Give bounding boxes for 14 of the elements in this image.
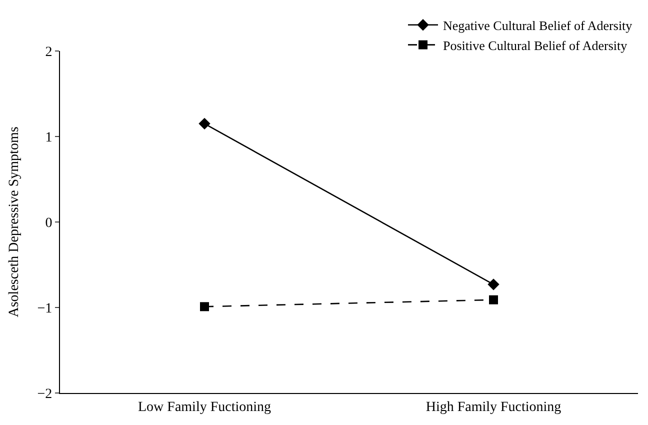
y-tick-label: 2 [45,44,52,60]
point [488,278,500,290]
y-axis-title: Asolesceth Depressive Symptoms [6,126,22,318]
y-tick-label: 1 [45,130,52,146]
point [489,295,498,304]
point [200,302,209,312]
legend-label: Negative Cultural Belief of Adersity [443,18,633,33]
x-tick-label: Low Family Fuctioning [138,400,271,415]
y-tick-label: −2 [37,386,52,402]
point [198,118,210,130]
y-tick-label: −1 [37,301,52,316]
x-tick-label: High Family Fuctioning [426,400,562,415]
y-tick-label: 0 [45,216,52,231]
legend-label: Positive Cultural Belief of Adersity [443,38,628,53]
